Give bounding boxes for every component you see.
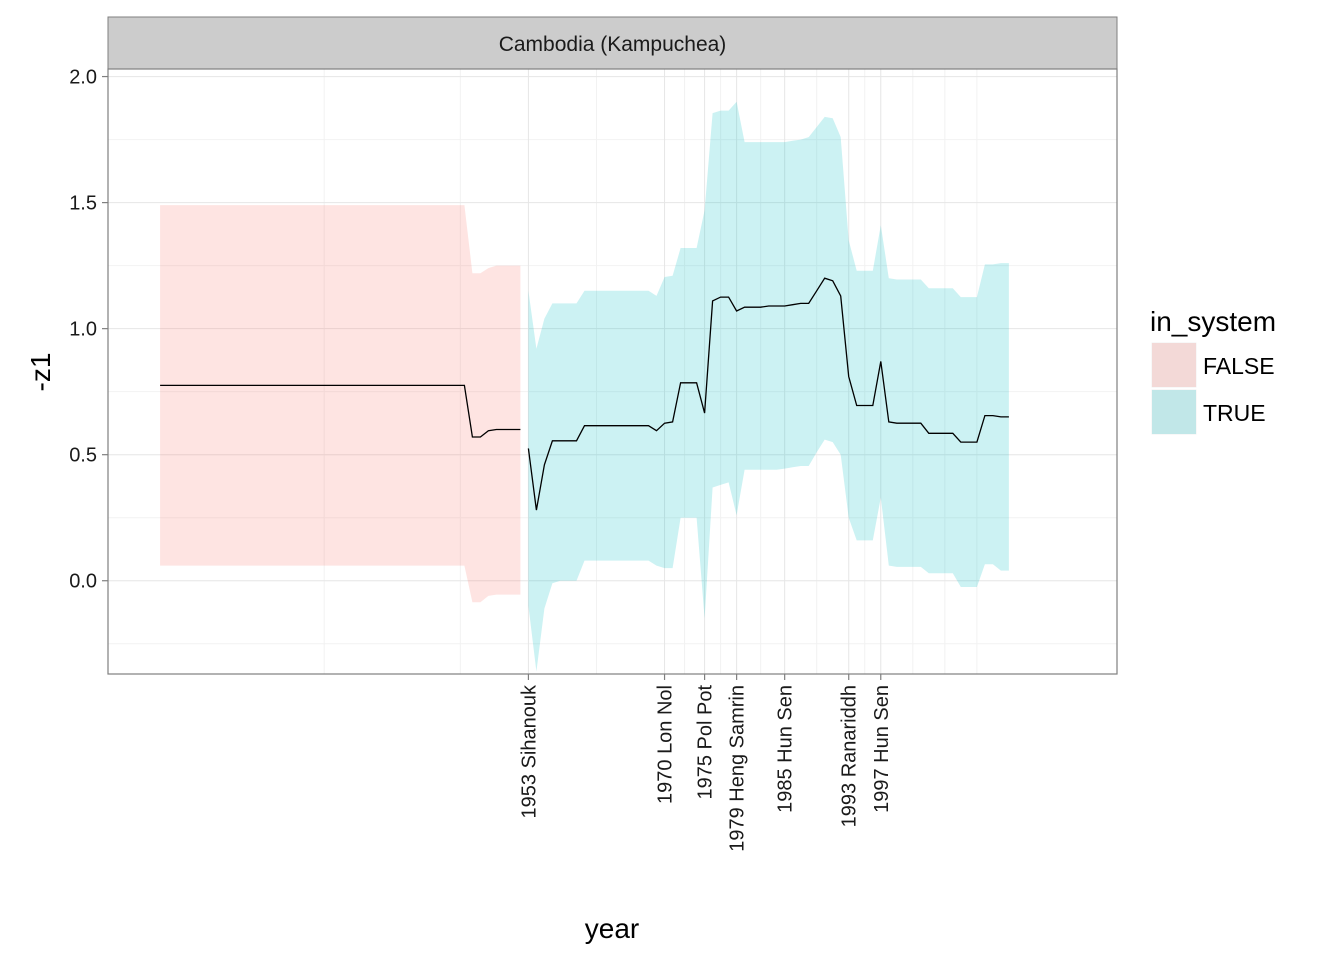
legend-label-false: FALSE (1203, 353, 1275, 379)
major-gridlines (108, 69, 1117, 674)
y-tick-label: 1.0 (69, 319, 97, 341)
ribbon-false (160, 205, 521, 603)
y-tick-label: 2.0 (69, 67, 97, 89)
line-false (160, 384, 521, 438)
minor-gridlines (108, 69, 1117, 674)
x-tick-label: 1979 Heng Samrin (727, 685, 749, 852)
plot-panel-border (107, 68, 1118, 675)
ribbon-true (528, 101, 1009, 672)
y-tick-label: 0.0 (69, 571, 97, 593)
x-tick-label: 1953 Sihanouk (518, 684, 540, 818)
y-axis-title: -z1 (25, 353, 56, 392)
x-axis: 1953 Sihanouk 1970 Lon Nol 1975 Pol Pot 197… (518, 674, 893, 852)
y-tick-label: 1.5 (69, 193, 97, 215)
series-lines (160, 277, 1009, 511)
ribbons (160, 101, 1009, 672)
legend-title: in_system (1150, 306, 1276, 337)
x-tick-label: 1993 Ranariddh (839, 685, 861, 827)
x-axis-title: year (585, 913, 639, 944)
x-tick-label: 1975 Pol Pot (695, 685, 717, 800)
y-axis: 0.0 0.5 1.0 1.5 2.0 (69, 67, 108, 593)
line-true (527, 277, 1009, 511)
legend-swatch-false (1152, 343, 1196, 387)
x-tick-label: 1997 Hun Sen (871, 685, 893, 813)
legend-swatch-true (1152, 390, 1196, 434)
legend: in_system FALSE TRUE (1150, 306, 1276, 436)
facet-strip-label: Cambodia (Kampuchea) (499, 33, 727, 56)
legend-key-false (1150, 341, 1198, 389)
facet-strip (107, 16, 1118, 70)
y-tick-label: 0.5 (69, 445, 97, 467)
legend-label-true: TRUE (1203, 400, 1266, 426)
plot-panel (108, 69, 1117, 674)
legend-key-true (1150, 388, 1198, 436)
x-tick-label: 1985 Hun Sen (775, 685, 797, 813)
x-tick-label: 1970 Lon Nol (655, 685, 677, 804)
